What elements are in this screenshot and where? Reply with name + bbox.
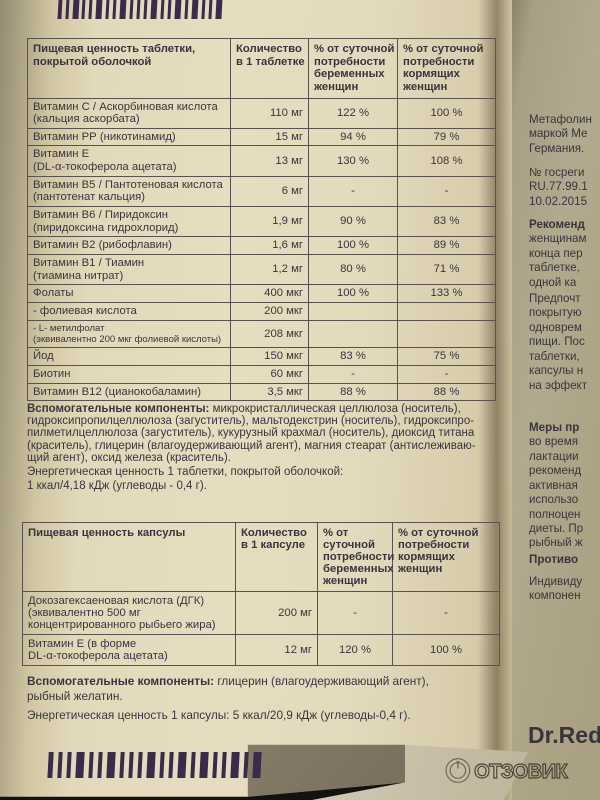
svg-text:ОТЗОВИК: ОТЗОВИК [474,761,568,783]
